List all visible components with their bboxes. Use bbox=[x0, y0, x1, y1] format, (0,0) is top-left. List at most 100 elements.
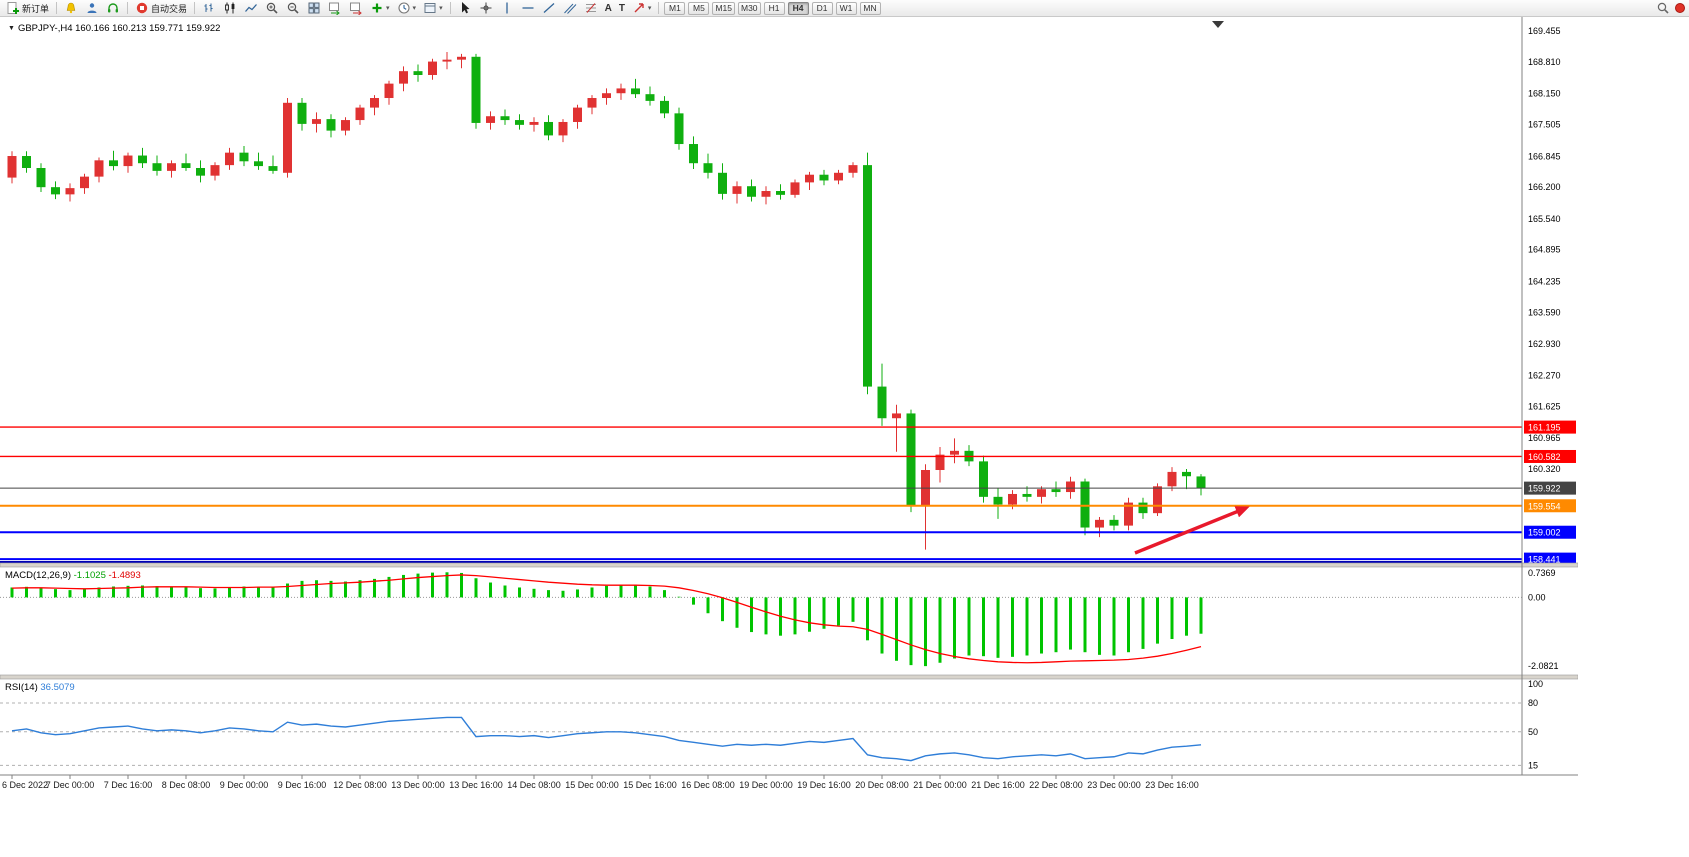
price-tick: 164.235 bbox=[1528, 276, 1561, 286]
candle bbox=[616, 88, 626, 94]
timeframe-m1-button[interactable]: M1 bbox=[664, 1, 686, 15]
headset-icon bbox=[108, 3, 119, 13]
price-tick: 160.965 bbox=[1528, 433, 1561, 443]
vertical-line-tool-button[interactable] bbox=[498, 1, 516, 16]
candle bbox=[36, 168, 46, 188]
candlestick-mode-button[interactable] bbox=[221, 1, 239, 16]
candle bbox=[848, 165, 858, 173]
time-label: 9 Dec 16:00 bbox=[278, 780, 327, 790]
time-label: 13 Dec 16:00 bbox=[449, 780, 503, 790]
time-label: 9 Dec 00:00 bbox=[220, 780, 269, 790]
candle bbox=[196, 168, 205, 176]
candle bbox=[51, 187, 60, 195]
auto-scroll-button[interactable] bbox=[326, 1, 344, 16]
timeframe-h1-button[interactable]: H1 bbox=[763, 1, 785, 15]
price-badge bbox=[1524, 499, 1576, 513]
vertical-line-icon bbox=[505, 2, 508, 14]
candle bbox=[1153, 486, 1162, 514]
candle bbox=[718, 172, 727, 194]
channel-tool-button[interactable] bbox=[561, 1, 579, 16]
candle bbox=[950, 450, 959, 455]
chart-shift-button[interactable] bbox=[347, 1, 365, 16]
candle bbox=[805, 174, 814, 183]
candle bbox=[1124, 502, 1133, 526]
crosshair-tool-button[interactable] bbox=[477, 1, 495, 16]
toolbar-separator bbox=[658, 2, 660, 14]
periods-button[interactable]: ▾ bbox=[395, 1, 419, 16]
price-badge bbox=[1524, 552, 1576, 566]
price-tick: 164.895 bbox=[1528, 245, 1561, 255]
text-tool-button[interactable]: A bbox=[603, 1, 614, 16]
bar-chart-icon bbox=[204, 3, 213, 12]
panel-splitter[interactable] bbox=[0, 562, 1578, 568]
rsi-name: RSI(14) bbox=[5, 682, 38, 693]
chart-canvas[interactable]: 169.455 168.810 168.150 167.505 166.845 166.2… bbox=[0, 17, 1578, 792]
text-t-icon: T bbox=[618, 2, 625, 14]
chevron-down-icon: ▾ bbox=[647, 4, 652, 12]
chevron-down-icon: ▾ bbox=[386, 4, 390, 12]
chart-title: ▼ GBPJPY-,H4 160.166 160.213 159.771 159.… bbox=[8, 23, 220, 34]
timeframe-d1-button[interactable]: D1 bbox=[811, 1, 833, 15]
timeframe-m5-button[interactable]: M5 bbox=[688, 1, 710, 15]
candle bbox=[109, 160, 118, 167]
line-chart-mode-button[interactable] bbox=[242, 1, 260, 16]
zoom-in-button[interactable] bbox=[263, 1, 281, 16]
bar-chart-mode-button[interactable] bbox=[200, 1, 218, 16]
panel-splitter[interactable] bbox=[0, 674, 1578, 680]
price-tick: 169.455 bbox=[1528, 26, 1561, 36]
market-watch-button[interactable] bbox=[104, 1, 122, 16]
candle bbox=[297, 102, 307, 124]
candle bbox=[7, 156, 17, 178]
notification-badge[interactable] bbox=[1675, 3, 1685, 13]
templates-button[interactable]: ▾ bbox=[421, 1, 445, 16]
annotation-arrow[interactable] bbox=[1134, 506, 1250, 555]
candle bbox=[761, 191, 771, 197]
new-order-label: 新订单 bbox=[22, 3, 50, 14]
cursor-tool-button[interactable] bbox=[456, 1, 474, 16]
candle bbox=[587, 98, 597, 108]
timeframe-m15-button[interactable]: M15 bbox=[712, 1, 735, 15]
candle bbox=[1138, 502, 1148, 514]
candle bbox=[1095, 519, 1104, 528]
indicators-button[interactable]: ▾ bbox=[368, 1, 392, 16]
new-order-button[interactable]: 新订单 bbox=[4, 1, 51, 16]
horizontal-line-tool-button[interactable] bbox=[519, 1, 537, 16]
macd-signal-line bbox=[11, 574, 1202, 664]
template-icon bbox=[424, 3, 436, 13]
price-badge-label: 159.554 bbox=[1528, 501, 1561, 511]
timeframe-mn-button[interactable]: MN bbox=[859, 1, 881, 15]
channel-icon bbox=[563, 3, 576, 14]
arrows-tool-button[interactable]: ▾ bbox=[630, 1, 654, 16]
fibonacci-tool-button[interactable] bbox=[582, 1, 600, 16]
price-badge bbox=[1524, 449, 1576, 463]
search-button[interactable] bbox=[1654, 1, 1672, 16]
rsi-value: 36.5079 bbox=[40, 682, 75, 693]
candle bbox=[689, 144, 698, 164]
chart-area: 169.455 168.810 168.150 167.505 166.845 166.2… bbox=[0, 17, 1689, 857]
tile-windows-button[interactable] bbox=[305, 1, 323, 16]
candle bbox=[1167, 471, 1177, 487]
price-badge-label: 159.002 bbox=[1528, 528, 1561, 538]
rsi-tick: 50 bbox=[1528, 727, 1538, 737]
timeframe-w1-button[interactable]: W1 bbox=[835, 1, 857, 15]
chart-shift-marker[interactable] bbox=[1212, 21, 1224, 28]
price-tick: 166.200 bbox=[1528, 182, 1561, 192]
timeframe-h4-button[interactable]: H4 bbox=[787, 1, 809, 15]
time-label: 16 Dec 08:00 bbox=[681, 780, 735, 790]
candle bbox=[993, 496, 1003, 505]
time-label: 7 Dec 16:00 bbox=[104, 780, 153, 790]
candle bbox=[747, 186, 756, 197]
zoom-out-button[interactable] bbox=[284, 1, 302, 16]
timeframe-m30-button[interactable]: M30 bbox=[737, 1, 761, 15]
trendline-tool-button[interactable] bbox=[540, 1, 558, 16]
collapse-triangle-icon[interactable]: ▼ bbox=[8, 25, 15, 32]
auto-trading-button[interactable]: 自动交易 bbox=[133, 1, 189, 16]
macd-tick: 0.7369 bbox=[1528, 568, 1556, 578]
candle bbox=[268, 166, 278, 171]
accounts-button[interactable] bbox=[83, 1, 101, 16]
time-label: 12 Dec 08:00 bbox=[333, 780, 387, 790]
alerts-button[interactable] bbox=[62, 1, 80, 16]
macd-value: -1.1025 bbox=[73, 570, 106, 581]
candle bbox=[1196, 476, 1206, 489]
text-label-tool-button[interactable]: T bbox=[617, 1, 627, 16]
